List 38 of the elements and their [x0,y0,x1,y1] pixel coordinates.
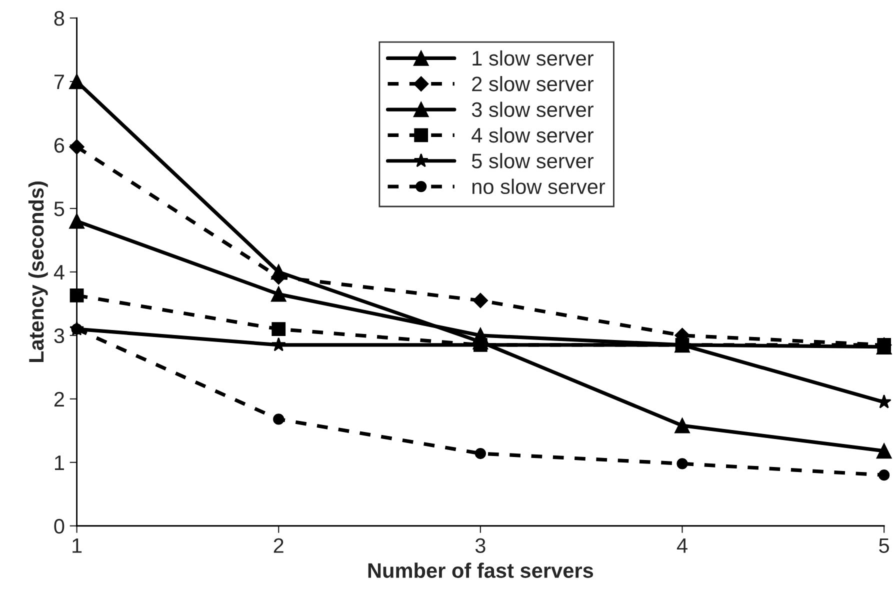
point [474,448,486,460]
point [70,288,84,302]
legend-label: 3 slow server [472,102,594,118]
point [271,337,286,352]
x-axis-title: Number of fast servers [368,562,594,578]
y-axis-title: Latency (seconds) [28,182,48,362]
y-tick-label: 8 [54,11,64,26]
legend-label: 2 slow server [472,76,594,92]
point [878,470,890,481]
legend-label: 1 slow server [472,50,594,66]
point [69,74,84,90]
y-tick-label: 4 [54,265,64,280]
x-tick-label: 4 [676,538,688,553]
legend-label: 5 slow server [472,153,594,168]
y-tick-label: 5 [54,202,64,216]
point [676,458,688,470]
y-tick-label: 0 [54,518,64,534]
point [877,338,892,352]
y-tick-label: 1 [54,456,64,470]
y-tick-label: 7 [54,74,64,90]
x-tick-label: 5 [879,538,889,553]
point [270,286,286,302]
y-tick-label: 3 [54,328,64,344]
point [272,322,286,336]
point [69,214,84,229]
point [69,139,84,154]
x-tick-label: 2 [274,538,284,553]
point [71,324,82,335]
y-tick-label: 6 [54,138,64,153]
legend-label: 4 slow server [472,127,594,143]
x-tick-label: 3 [475,538,486,553]
x-tick-label: 1 [72,538,82,553]
y-tick-label: 2 [54,392,64,406]
point [273,414,284,425]
legend-label: no slow server [472,178,606,194]
point [674,418,690,434]
point [472,292,488,308]
point [876,443,892,459]
